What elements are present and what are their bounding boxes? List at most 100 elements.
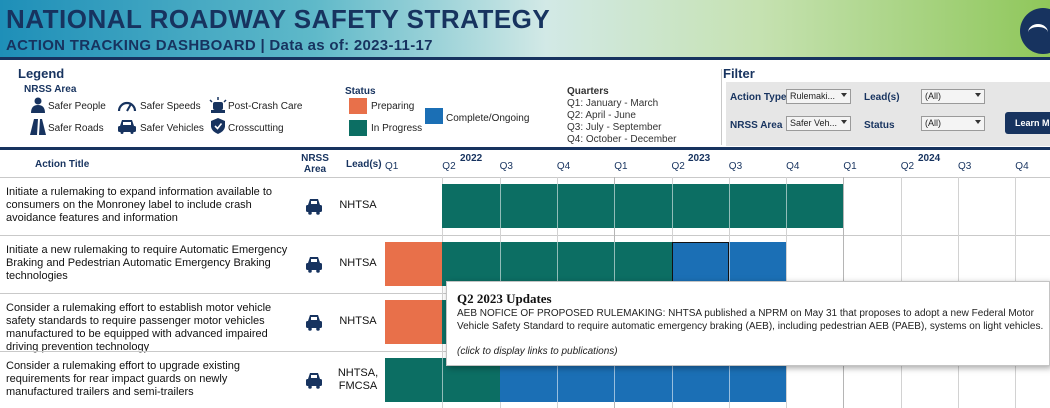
bar-cell-divider — [500, 242, 501, 286]
status-swatch-in-progress — [349, 120, 367, 136]
ambulance-light-icon — [208, 97, 228, 113]
chevron-down-icon — [975, 120, 981, 124]
filter-panel — [726, 82, 1050, 146]
bar-cell-divider — [557, 242, 558, 286]
quarter-tick-label: Q3 — [499, 161, 513, 172]
quarter-tick-label: Q4 — [1015, 161, 1029, 172]
vehicle-icon — [304, 254, 324, 274]
quarter-tick-label: Q4 — [556, 161, 571, 172]
quarter-legend-q2: Q2: April - June — [567, 110, 636, 121]
bar-cell-divider — [614, 358, 615, 402]
bar-cell-divider — [614, 242, 615, 286]
vehicle-icon — [304, 312, 324, 332]
chevron-down-icon — [841, 93, 847, 97]
bar-cell-divider — [442, 358, 443, 402]
quarter-tick-label: Q2 — [671, 161, 685, 172]
legend-area-safer-roads: Safer Roads — [48, 123, 104, 134]
quarter-tick-label: Q3 — [958, 161, 972, 172]
quarter-tick-label: Q1 — [843, 161, 857, 172]
action-title-text: Initiate a new rulemaking to require Aut… — [6, 244, 288, 282]
legend-status-title: Status — [345, 86, 376, 97]
lead-agency: NHTSA — [339, 199, 377, 211]
vehicle-icon — [304, 196, 324, 216]
quarter-tick-label: Q3 — [728, 161, 743, 172]
bar-cell-divider — [557, 358, 558, 402]
page-title: NATIONAL ROADWAY SAFETY STRATEGY — [6, 4, 551, 34]
action-title-text: Consider a rulemaking effort to upgrade … — [6, 360, 240, 398]
column-header-leads: Lead(s) — [346, 159, 382, 170]
status-swatch-preparing — [349, 98, 367, 114]
filter-divider — [721, 69, 722, 145]
table-row[interactable]: Initiate a rulemaking to expand informat… — [0, 177, 1050, 235]
year-label: 2023 — [688, 153, 711, 164]
legend-area-post-crash-care: Post-Crash Care — [228, 101, 303, 112]
legend-area-safer-vehicles: Safer Vehicles — [140, 123, 204, 134]
bar-cell-divider — [729, 358, 730, 402]
status-swatch-complete — [425, 108, 443, 124]
leads-value: (All) — [925, 91, 941, 101]
gantt-bar-preparing[interactable] — [385, 242, 442, 286]
nrss-area-value: Safer Veh... — [790, 118, 838, 128]
gantt-bar-preparing[interactable] — [385, 300, 442, 344]
bar-cell-divider — [672, 184, 673, 228]
legend-title: Legend — [18, 66, 65, 81]
nrss-area-dropdown[interactable]: Safer Veh... — [786, 116, 851, 131]
bar-cell-divider — [614, 184, 615, 228]
chevron-down-icon — [841, 120, 847, 124]
status-value: (All) — [925, 118, 941, 128]
page-subtitle: ACTION TRACKING DASHBOARD | Data as of: … — [6, 37, 433, 54]
legend-area-safer-people: Safer People — [48, 101, 106, 112]
quarter-tick-label: Q1 — [385, 161, 399, 172]
column-header-nrss-area-line2: Area — [303, 164, 327, 175]
legend-quarters-title: Quarters — [567, 86, 609, 97]
person-icon — [28, 97, 48, 113]
status-dropdown[interactable]: (All) — [921, 116, 985, 131]
table-row[interactable]: Consider a rulemaking effort to upgrade … — [0, 351, 1050, 408]
status-label-complete: Complete/Ongoing — [446, 113, 530, 124]
learn-more-button[interactable]: Learn M — [1005, 112, 1050, 134]
action-title-text: Initiate a rulemaking to expand informat… — [6, 186, 272, 224]
column-header-nrss-area: NRSS Area — [300, 153, 330, 175]
bar-cell-divider — [557, 184, 558, 228]
road-icon — [28, 119, 48, 135]
vehicle-icon — [304, 370, 324, 390]
vehicle-icon — [117, 118, 137, 134]
dot-logo-icon — [1020, 8, 1050, 54]
gantt-bar-in-progress[interactable] — [442, 184, 843, 228]
quarter-tick-label: Q4 — [786, 161, 800, 172]
year-label: 2022 — [460, 153, 483, 164]
selected-quarter-cell[interactable] — [672, 242, 729, 286]
chevron-down-icon — [975, 93, 981, 97]
shield-icon — [208, 118, 228, 134]
bar-cell-divider — [786, 184, 787, 228]
quarter-legend-q3: Q3: July - September — [567, 122, 662, 133]
filter-leads-label: Lead(s) — [864, 92, 900, 103]
filter-action-type-label: Action Type — [730, 92, 787, 103]
filter-title: Filter — [723, 66, 755, 81]
dashboard-header: NATIONAL ROADWAY SAFETY STRATEGY ACTION … — [0, 0, 1050, 60]
speedometer-icon — [117, 97, 137, 113]
quarter-tick-label: Q2 — [442, 161, 456, 172]
quarter-update-tooltip[interactable]: Q2 2023 Updates AEB NOFICE OF PROPOSED R… — [446, 281, 1050, 366]
quarter-legend-q4: Q4: October - December — [567, 134, 677, 145]
table-row[interactable]: Initiate a new rulemaking to require Aut… — [0, 235, 1050, 293]
filter-status-label: Status — [864, 120, 895, 131]
leads-dropdown[interactable]: (All) — [921, 89, 985, 104]
column-header-nrss-area-line1: NRSS — [301, 153, 329, 164]
quarter-legend-q1: Q1: January - March — [567, 98, 659, 109]
tooltip-click-hint[interactable]: (click to display links to publications) — [457, 346, 618, 357]
legend-area-safer-speeds: Safer Speeds — [140, 101, 201, 112]
bar-cell-divider — [729, 242, 730, 286]
tooltip-title: Q2 2023 Updates — [457, 291, 552, 306]
quarter-tick-label: Q2 — [900, 161, 915, 172]
quarter-grid-line — [442, 177, 443, 408]
legend-nrss-area-title: NRSS Area — [24, 84, 77, 95]
status-label-in-progress: In Progress — [371, 123, 423, 134]
year-label: 2024 — [918, 153, 941, 164]
quarter-tick-label: Q1 — [614, 161, 628, 172]
legend-area-crosscutting: Crosscutting — [228, 123, 284, 134]
action-type-value: Rulemaki... — [790, 91, 836, 101]
lead-agency: NHTSA, FMCSA — [337, 367, 379, 392]
action-type-dropdown[interactable]: Rulemaki... — [786, 89, 851, 104]
status-label-preparing: Preparing — [371, 101, 415, 112]
